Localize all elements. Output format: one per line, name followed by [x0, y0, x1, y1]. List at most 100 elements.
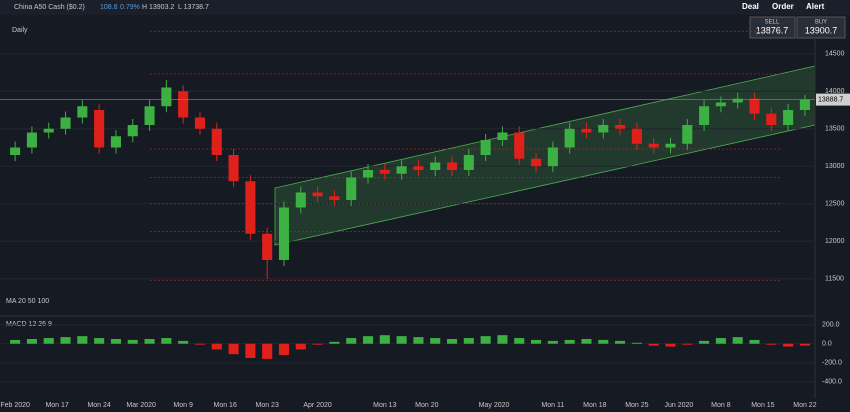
- candle-body: [581, 128, 592, 133]
- x-tick-label: Mon 15: [751, 402, 774, 409]
- macd-bar: [463, 338, 474, 344]
- macd-bar: [631, 342, 642, 344]
- x-tick-label: Mon 13: [373, 402, 396, 409]
- x-tick-label: Feb 2020: [0, 402, 30, 409]
- macd-bar: [564, 339, 575, 344]
- macd-bar: [26, 338, 37, 344]
- x-tick-label: Mon 17: [45, 402, 68, 409]
- macd-bar: [262, 343, 273, 359]
- macd-bar: [749, 339, 760, 344]
- candle-body: [245, 181, 256, 234]
- candle-body: [144, 106, 155, 125]
- x-tick-label: Mon 11: [541, 402, 564, 409]
- macd-bar: [10, 339, 21, 344]
- candle-body: [631, 128, 642, 144]
- alert-button[interactable]: Alert: [806, 2, 825, 11]
- order-button[interactable]: Order: [772, 2, 794, 11]
- macd-bar: [766, 343, 777, 345]
- macd-bar: [799, 343, 810, 346]
- macd-bar: [178, 340, 189, 344]
- current-price-box: [816, 93, 850, 106]
- buy-box[interactable]: [796, 16, 846, 39]
- macd-bar: [77, 336, 88, 344]
- macd-bar: [396, 336, 407, 344]
- candle-body: [564, 128, 575, 148]
- y-tick-label: -200.0: [822, 360, 842, 367]
- macd-bar: [715, 338, 726, 344]
- macd-bar: [329, 341, 340, 344]
- macd-bar: [194, 343, 206, 345]
- macd-bar: [245, 343, 256, 358]
- candle-body: [480, 140, 491, 155]
- macd-bar: [648, 343, 659, 346]
- y-tick-label: 12000: [825, 238, 845, 245]
- macd-bar: [228, 343, 239, 355]
- y-tick-label: 14500: [825, 51, 845, 58]
- macd-bar: [581, 338, 592, 344]
- candle-body: [749, 98, 760, 114]
- sell-box[interactable]: [749, 16, 796, 39]
- top-bar: [0, 0, 850, 15]
- x-tick-label: Mon 24: [87, 402, 110, 409]
- instrument-title: China A50 Cash ($0.2): [14, 4, 85, 11]
- y-tick-label: 13000: [825, 163, 845, 170]
- x-tick-label: Mon 18: [583, 402, 606, 409]
- sell-label: SELL: [765, 20, 780, 26]
- candle-body: [497, 132, 508, 140]
- y-tick-label: 14000: [825, 88, 845, 95]
- buy-price: 13900.7: [805, 25, 838, 35]
- candle-body: [682, 125, 693, 144]
- high: H 13903.2: [142, 4, 174, 11]
- macd-bar: [699, 340, 710, 344]
- macd-bar: [60, 337, 71, 344]
- macd-bar: [497, 335, 508, 344]
- x-tick-label: Mon 16: [213, 402, 236, 409]
- candle-body: [732, 98, 743, 103]
- x-tick-label: Mon 22: [793, 402, 816, 409]
- macd-bar: [346, 338, 357, 344]
- y-tick-label: 13500: [825, 126, 845, 133]
- macd-bar: [379, 335, 390, 344]
- y-tick-label: 12500: [825, 201, 845, 208]
- macd-bar: [615, 340, 626, 344]
- macd-bar: [295, 343, 306, 350]
- macd-bar: [531, 339, 542, 344]
- macd-bar: [682, 343, 693, 345]
- candle-body: [77, 106, 88, 118]
- candle-body: [413, 166, 424, 170]
- candle-body: [228, 155, 239, 182]
- macd-bar: [362, 336, 374, 344]
- macd-bar: [598, 339, 609, 344]
- candle-body: [10, 147, 21, 155]
- candle-body: [665, 143, 676, 148]
- candle-body: [648, 143, 659, 148]
- macd-bar: [446, 338, 458, 344]
- candle-body: [312, 192, 323, 197]
- candle-body: [715, 102, 726, 107]
- x-tick-label: Apr 2020: [303, 402, 332, 409]
- candle-body: [396, 166, 407, 174]
- macd-bar: [94, 338, 105, 344]
- macd-bar: [43, 338, 54, 344]
- macd-bar: [547, 340, 558, 344]
- candle-body: [211, 128, 222, 155]
- x-tick-label: Mon 25: [625, 402, 648, 409]
- sell-price: 13876.7: [756, 25, 789, 35]
- candle-body: [514, 132, 525, 159]
- x-tick-label: Mar 2020: [126, 402, 156, 409]
- x-tick-label: Jun 2020: [664, 402, 693, 409]
- candle-body: [799, 99, 810, 110]
- buy-label: BUY: [815, 20, 827, 26]
- macd-bar: [211, 343, 222, 350]
- macd-bar: [312, 343, 323, 345]
- candle-body: [699, 106, 710, 125]
- x-tick-label: Mon 8: [711, 402, 731, 409]
- x-tick-label: Mon 23: [256, 402, 279, 409]
- candle-body: [362, 170, 374, 178]
- macd-bar: [732, 337, 743, 344]
- x-tick-label: Mon 20: [415, 402, 438, 409]
- macd-bar: [480, 336, 491, 344]
- y-tick-label: -400.0: [822, 379, 842, 386]
- deal-button[interactable]: Deal: [742, 2, 759, 11]
